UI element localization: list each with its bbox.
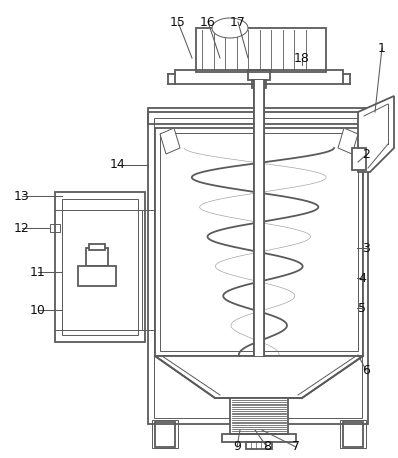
Polygon shape	[358, 96, 394, 172]
Text: 11: 11	[30, 266, 46, 278]
Bar	[175, 70, 343, 84]
Polygon shape	[155, 356, 363, 398]
Bar	[55, 192, 145, 342]
Text: 18: 18	[294, 51, 310, 65]
Bar	[248, 70, 270, 80]
Text: 7: 7	[292, 441, 300, 453]
Bar	[246, 442, 272, 449]
Bar	[252, 80, 266, 88]
Text: 3: 3	[362, 241, 370, 255]
Bar	[352, 148, 366, 170]
Bar	[222, 434, 296, 442]
Text: 5: 5	[358, 301, 366, 315]
Text: 12: 12	[14, 222, 30, 234]
Bar	[152, 420, 178, 448]
Polygon shape	[338, 128, 358, 154]
Bar	[62, 199, 138, 335]
Text: 8: 8	[263, 441, 271, 453]
Bar	[155, 128, 363, 356]
Polygon shape	[160, 128, 180, 154]
Bar	[160, 133, 358, 351]
Bar	[340, 420, 366, 448]
Text: 2: 2	[362, 148, 370, 162]
Bar	[50, 224, 60, 232]
Bar	[78, 266, 116, 286]
Bar	[230, 398, 288, 434]
Text: 10: 10	[30, 304, 46, 316]
Text: 15: 15	[170, 16, 186, 28]
Ellipse shape	[212, 18, 248, 38]
Bar	[254, 80, 264, 356]
Text: 16: 16	[200, 16, 216, 28]
Bar	[343, 422, 363, 447]
Bar	[196, 28, 326, 72]
Text: 17: 17	[230, 16, 246, 28]
Bar	[89, 244, 105, 250]
Text: 13: 13	[14, 190, 30, 202]
Text: 9: 9	[233, 441, 241, 453]
Text: 1: 1	[378, 42, 386, 55]
Text: 4: 4	[358, 272, 366, 284]
Text: 6: 6	[362, 364, 370, 376]
Bar	[148, 112, 368, 424]
Bar	[155, 422, 175, 447]
Bar	[86, 248, 108, 266]
Bar	[154, 118, 362, 418]
Bar	[148, 108, 368, 124]
Text: 14: 14	[110, 158, 126, 171]
